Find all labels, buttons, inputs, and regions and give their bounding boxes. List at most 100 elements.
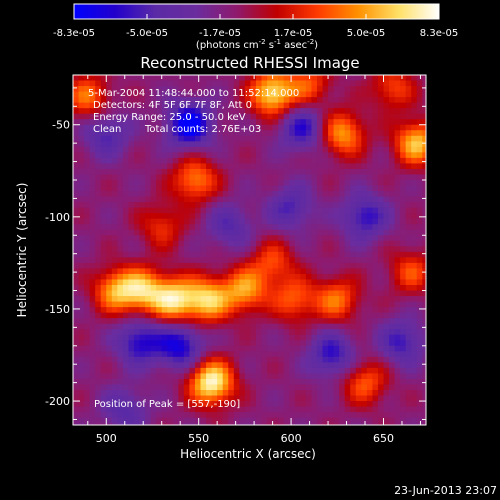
heatmap-cell xyxy=(405,395,412,402)
heatmap-cell xyxy=(394,312,401,319)
heatmap-cell xyxy=(244,168,252,176)
heatmap-cell xyxy=(278,146,285,153)
heatmap-cell xyxy=(84,152,91,159)
heatmap-cell xyxy=(255,323,263,330)
heatmap-cell xyxy=(128,251,135,258)
heatmap-cell xyxy=(172,301,179,308)
heatmap-cell xyxy=(206,130,213,137)
heatmap-cell xyxy=(294,86,301,93)
heatmap-cell xyxy=(333,290,340,297)
heatmap-cell xyxy=(361,273,368,281)
heatmap-cell xyxy=(361,97,368,104)
heatmap-cell xyxy=(355,362,362,369)
heatmap-cell xyxy=(128,113,135,120)
y-tick-label: -200 xyxy=(45,395,70,408)
heatmap-cell xyxy=(178,334,185,341)
heatmap-cell xyxy=(217,296,224,303)
heatmap-cell xyxy=(394,285,401,292)
heatmap-cell xyxy=(211,351,218,358)
heatmap-cell xyxy=(278,97,285,104)
heatmap-cell xyxy=(355,108,362,115)
heatmap-cell xyxy=(316,318,324,325)
heatmap-cell xyxy=(128,130,135,137)
heatmap-cell xyxy=(272,235,279,242)
heatmap-cell xyxy=(316,218,324,225)
heatmap-cell xyxy=(333,224,340,231)
heatmap-cell xyxy=(294,207,301,214)
heatmap-cell xyxy=(233,102,240,109)
heatmap-cell xyxy=(178,102,185,109)
heatmap-cell xyxy=(416,340,423,347)
heatmap-cell xyxy=(111,80,118,87)
heatmap-cell xyxy=(250,334,257,341)
heatmap-cell xyxy=(95,406,102,413)
heatmap-cell xyxy=(117,318,124,325)
heatmap-cell xyxy=(339,340,346,347)
heatmap-cell xyxy=(339,301,346,308)
heatmap-cell xyxy=(133,285,141,292)
heatmap-cell xyxy=(400,262,407,270)
heatmap-cell xyxy=(133,180,141,187)
heatmap-cell xyxy=(400,351,407,358)
heatmap-cell xyxy=(117,340,124,347)
heatmap-cell xyxy=(389,135,396,142)
heatmap-cell xyxy=(222,395,229,402)
heatmap-cell xyxy=(161,124,168,131)
heatmap-cell xyxy=(117,246,124,253)
heatmap-cell xyxy=(167,213,174,220)
heatmap-cell xyxy=(355,97,362,104)
heatmap-cell xyxy=(145,323,152,330)
heatmap-cell xyxy=(250,235,257,242)
heatmap-cell xyxy=(228,334,235,341)
heatmap-cell xyxy=(117,141,124,148)
heatmap-cell xyxy=(389,202,396,209)
heatmap-cell xyxy=(344,412,351,419)
heatmap-cell xyxy=(211,196,218,203)
heatmap-cell xyxy=(333,113,340,120)
heatmap-cell xyxy=(289,262,296,270)
heatmap-cell xyxy=(211,224,218,231)
heatmap-cell xyxy=(122,174,130,181)
heatmap-cell xyxy=(239,229,246,236)
heatmap-cell xyxy=(145,152,152,159)
heatmap-cell xyxy=(278,290,285,297)
heatmap-cell xyxy=(261,417,268,424)
heatmap-cell xyxy=(156,152,163,159)
heatmap-cell xyxy=(289,373,296,380)
heatmap-cell xyxy=(111,229,118,236)
heatmap-cell xyxy=(222,163,229,170)
heatmap-cell xyxy=(150,80,157,87)
heatmap-cell xyxy=(394,168,401,176)
heatmap-cell xyxy=(217,301,224,308)
heatmap-cell xyxy=(350,279,357,286)
heatmap-cell xyxy=(189,196,196,203)
heatmap-cell xyxy=(272,367,279,375)
heatmap-cell xyxy=(172,423,179,425)
heatmap-cell xyxy=(122,340,130,347)
heatmap-cell xyxy=(194,395,202,402)
heatmap-cell xyxy=(167,329,174,336)
heatmap-cell xyxy=(305,356,313,363)
heatmap-cell xyxy=(311,423,318,425)
heatmap-cell xyxy=(178,163,185,170)
heatmap-cell xyxy=(161,329,168,336)
heatmap-cell xyxy=(100,367,107,375)
heatmap-cell xyxy=(311,323,318,330)
heatmap-cell xyxy=(377,163,385,170)
heatmap-cell xyxy=(84,423,91,425)
heatmap-cell xyxy=(178,395,185,402)
heatmap-cell xyxy=(416,367,423,375)
heatmap-cell xyxy=(372,97,379,104)
heatmap-cell xyxy=(189,285,196,292)
heatmap-cell xyxy=(261,273,268,281)
heatmap-cell xyxy=(117,390,124,397)
heatmap-cell xyxy=(95,224,102,231)
heatmap-cell xyxy=(122,307,130,314)
heatmap-cell xyxy=(283,102,290,109)
heatmap-cell xyxy=(217,412,224,419)
heatmap-cell xyxy=(217,163,224,170)
heatmap-cell xyxy=(111,307,118,314)
heatmap-cell xyxy=(300,185,307,192)
heatmap-cell xyxy=(239,378,246,386)
heatmap-cell xyxy=(167,235,174,242)
